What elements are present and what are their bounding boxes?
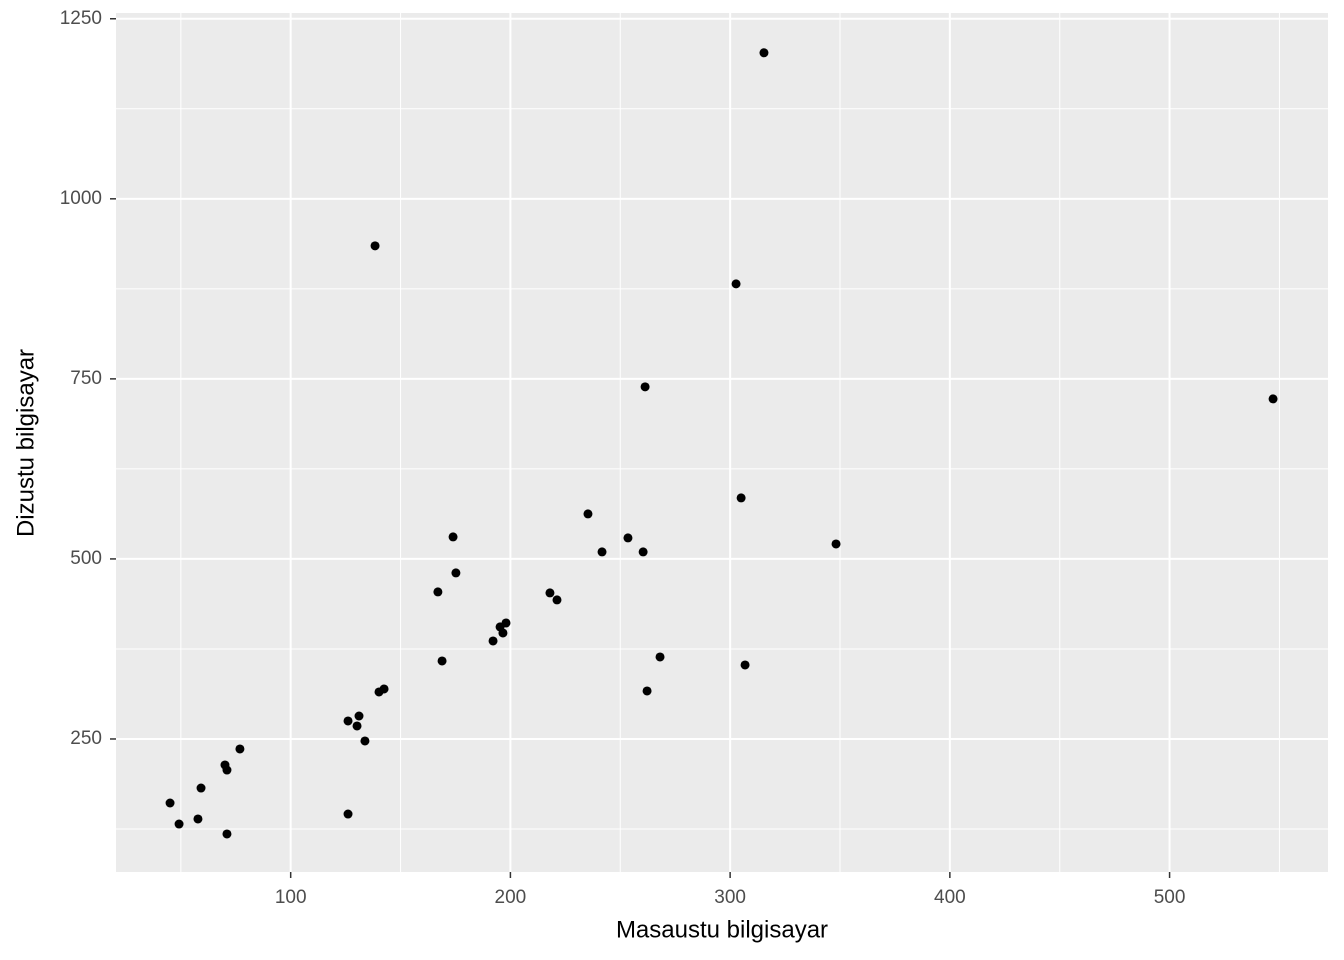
- point: [222, 765, 232, 775]
- x-axis-title: Masaustu bilgisayar: [616, 916, 828, 943]
- point: [354, 711, 364, 721]
- point: [642, 686, 652, 696]
- point: [343, 809, 353, 819]
- point: [196, 783, 206, 793]
- x-tick-label: 200: [495, 887, 527, 908]
- y-axis-title: Dizustu bilgisayar: [12, 349, 39, 537]
- y-tick-label: 1250: [60, 8, 102, 29]
- point: [731, 279, 741, 289]
- point: [583, 509, 593, 519]
- point: [736, 493, 746, 503]
- point: [451, 568, 461, 578]
- y-tick-label: 250: [70, 728, 102, 749]
- point: [235, 744, 245, 754]
- point: [374, 687, 384, 697]
- point: [831, 539, 841, 549]
- point: [174, 819, 184, 829]
- point: [360, 736, 370, 746]
- x-tick-label: 100: [275, 887, 307, 908]
- point: [597, 547, 607, 557]
- point: [638, 547, 648, 557]
- point: [165, 798, 175, 808]
- point: [545, 588, 555, 598]
- point: [1268, 394, 1278, 404]
- point: [552, 595, 562, 605]
- point: [623, 533, 633, 543]
- point: [759, 48, 769, 58]
- point: [370, 241, 380, 251]
- y-tick-label: 1000: [60, 188, 102, 209]
- point: [488, 636, 498, 646]
- point: [352, 721, 362, 731]
- point: [433, 587, 443, 597]
- panel: [116, 13, 1328, 872]
- point: [655, 652, 665, 662]
- point: [343, 716, 353, 726]
- y-tick-label: 750: [70, 368, 102, 389]
- x-tick-label: 400: [934, 887, 966, 908]
- point: [640, 382, 650, 392]
- point: [740, 660, 750, 670]
- point: [193, 814, 203, 824]
- point: [498, 628, 508, 638]
- x-tick-label: 500: [1154, 887, 1186, 908]
- point: [448, 532, 458, 542]
- y-tick-label: 500: [70, 548, 102, 569]
- point: [222, 829, 232, 839]
- x-tick-label: 300: [714, 887, 746, 908]
- point: [437, 656, 447, 666]
